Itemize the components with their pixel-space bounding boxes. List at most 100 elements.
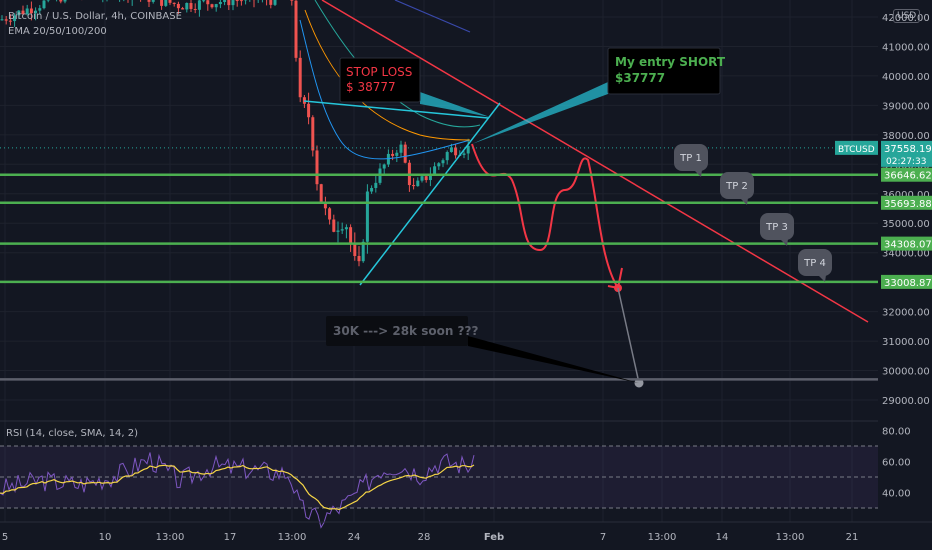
candle-body xyxy=(21,10,25,15)
candle-body xyxy=(365,191,369,242)
symbol-title: Bitcoin / U.S. Dollar, 4h, COINBASE xyxy=(8,11,182,22)
entry-box xyxy=(607,47,721,95)
stop-loss-pointer xyxy=(420,92,490,117)
candle-body xyxy=(445,152,449,161)
candle-body xyxy=(340,229,344,231)
ema-20-line xyxy=(299,19,471,160)
candle-body xyxy=(227,0,231,6)
rsi-band xyxy=(0,446,878,508)
candle-body xyxy=(374,182,378,188)
candle-body xyxy=(307,103,311,118)
candle-body xyxy=(391,153,395,156)
countdown-label: 02:27:33 xyxy=(886,157,926,167)
candle-body xyxy=(462,153,466,155)
candle-body xyxy=(454,147,458,156)
time-tick-label: 24 xyxy=(348,532,361,543)
time-tick-label: Feb xyxy=(484,532,504,543)
symbol-badge-label: BTCUSD xyxy=(838,145,875,155)
ema-100-line xyxy=(314,0,481,128)
time-tick-label: 28 xyxy=(418,532,431,543)
rsi-pane: 80.00 60.00 40.00 xyxy=(0,427,911,529)
candle-body xyxy=(424,176,428,181)
price-tick-label: 29000.00 xyxy=(882,396,930,407)
time-tick-label: 13:00 xyxy=(648,532,677,543)
current-price-badge xyxy=(881,140,932,167)
candle-body xyxy=(193,8,197,10)
level-price-label: 36646.62 xyxy=(884,171,932,182)
candle-body xyxy=(361,241,365,262)
entry-label-1: My entry SHORT xyxy=(615,55,726,69)
candle-body xyxy=(59,0,63,2)
tp-bubble xyxy=(760,213,794,240)
drawings xyxy=(303,0,869,388)
stop-loss-box xyxy=(339,57,421,103)
candle-body xyxy=(218,1,222,5)
candle-body xyxy=(13,15,17,22)
candle-body xyxy=(441,160,445,164)
candle-body xyxy=(294,0,298,58)
candle-body xyxy=(353,244,357,256)
time-tick-label: 17 xyxy=(224,532,237,543)
currency-button[interactable]: USD xyxy=(893,9,921,23)
candle-body xyxy=(151,0,155,2)
candle-body xyxy=(357,255,361,262)
candle-body xyxy=(382,164,386,169)
candle-body xyxy=(332,219,336,232)
candle-body xyxy=(290,0,294,1)
candle-body xyxy=(214,4,218,8)
candle-body xyxy=(160,0,164,6)
time-tick-label: 13:00 xyxy=(776,532,805,543)
price-axis-bg xyxy=(878,0,932,522)
candle-body xyxy=(38,8,42,11)
entry-label-2: $37777 xyxy=(615,71,665,85)
candle-body xyxy=(235,0,239,2)
candle-body xyxy=(147,0,151,2)
descending-trendline xyxy=(321,0,869,323)
tp-bubble-tail xyxy=(694,170,702,177)
stop-loss-label-2: $ 38777 xyxy=(346,80,396,94)
candle-body xyxy=(189,3,193,9)
candle-body xyxy=(17,10,21,16)
callouts: STOP LOSS$ 38777 My entry SHORT $37777 30K … xyxy=(326,47,832,383)
candle-body xyxy=(466,145,470,154)
price-tick-label: 32000.00 xyxy=(882,308,930,319)
triangle-bottom-line xyxy=(359,102,501,286)
candle-body xyxy=(42,0,46,9)
tp-bubble xyxy=(720,172,754,199)
time-tick-label: 14 xyxy=(716,532,729,543)
candle-body xyxy=(168,0,172,3)
candle-body xyxy=(231,0,235,6)
rsi-tick-label: 40.00 xyxy=(882,489,911,500)
candle-body xyxy=(315,150,319,185)
candle-body xyxy=(46,0,50,1)
price-tick-label: 40000.00 xyxy=(882,72,930,83)
candle-body xyxy=(386,153,390,165)
price-tick-label: 39000.00 xyxy=(882,101,930,112)
candle-body xyxy=(273,0,277,5)
candle-body xyxy=(344,227,348,230)
candle-body xyxy=(206,0,210,5)
candle-body xyxy=(239,0,243,2)
tp-bubble xyxy=(674,144,708,171)
drop-line xyxy=(617,287,640,384)
time-tick-label: 10 xyxy=(99,532,112,543)
candle-body xyxy=(8,20,12,22)
rsi-ma-line xyxy=(0,464,475,511)
candle-body xyxy=(0,19,4,21)
stop-loss-label-1: STOP LOSS xyxy=(346,65,412,79)
candle-body xyxy=(399,144,403,153)
price-tick-label: 42000.00 xyxy=(882,13,930,24)
candle-body xyxy=(336,230,340,232)
candle-body xyxy=(370,187,374,192)
candle-body xyxy=(172,2,176,4)
price-tick-label: 41000.00 xyxy=(882,42,930,53)
grid xyxy=(0,0,878,522)
price-tick-label: 34000.00 xyxy=(882,249,930,260)
entry-pointer xyxy=(472,82,608,144)
candle-body xyxy=(298,57,302,98)
ema-lines xyxy=(299,0,481,160)
symbol-badge xyxy=(835,140,878,155)
triangle-top-line xyxy=(303,100,489,119)
time-tick-label: 7 xyxy=(600,532,606,543)
